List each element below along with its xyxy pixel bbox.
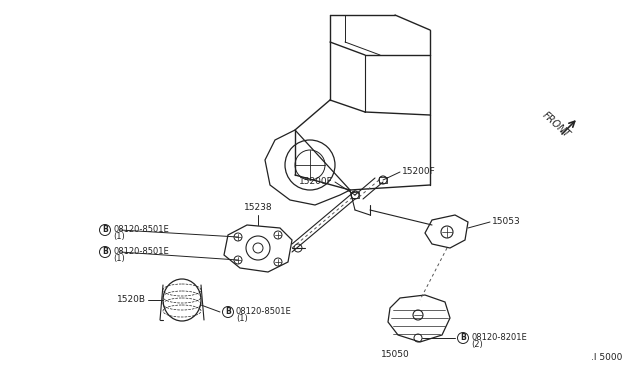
Text: B: B	[102, 247, 108, 257]
Text: 08120-8201E: 08120-8201E	[471, 333, 527, 341]
Polygon shape	[224, 225, 292, 272]
Text: B: B	[460, 334, 466, 343]
Text: (1): (1)	[113, 254, 125, 263]
Text: B: B	[102, 225, 108, 234]
Text: 15050: 15050	[381, 350, 410, 359]
Polygon shape	[388, 295, 450, 342]
Text: .I 5000: .I 5000	[591, 353, 622, 362]
Text: 15238: 15238	[244, 203, 272, 212]
Text: (1): (1)	[236, 314, 248, 324]
Text: 08120-8501E: 08120-8501E	[113, 224, 169, 234]
Text: 15200F: 15200F	[300, 176, 333, 186]
Text: 1520B: 1520B	[117, 295, 146, 305]
Text: (1): (1)	[113, 232, 125, 241]
Text: (2): (2)	[471, 340, 483, 350]
Text: 08120-8501E: 08120-8501E	[113, 247, 169, 256]
Text: 08120-8501E: 08120-8501E	[236, 307, 292, 315]
Text: FRONT: FRONT	[540, 110, 572, 140]
Text: 15053: 15053	[492, 217, 521, 225]
Polygon shape	[425, 215, 468, 248]
Text: B: B	[225, 308, 231, 317]
Text: 15200F: 15200F	[402, 167, 436, 176]
